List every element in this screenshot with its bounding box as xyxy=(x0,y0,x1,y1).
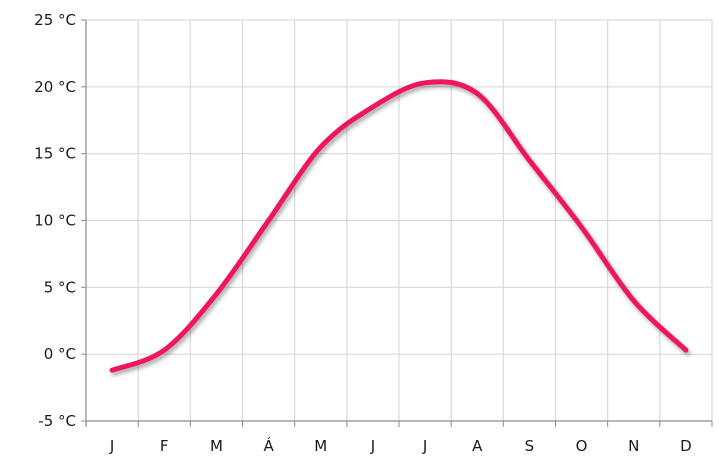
x-tick-label: F xyxy=(160,437,169,455)
x-tick-label: O xyxy=(576,437,588,455)
x-tick-label: N xyxy=(628,437,639,455)
y-tick-label: -5 °C xyxy=(38,412,76,430)
x-tick-label: S xyxy=(525,437,535,455)
y-tick-label: 15 °C xyxy=(34,145,76,163)
y-tick-label: 20 °C xyxy=(34,78,76,96)
x-tick-label: J xyxy=(109,437,114,455)
y-tick-label: 10 °C xyxy=(34,212,76,230)
y-tick-label: 25 °C xyxy=(34,11,76,29)
grid-lines xyxy=(86,20,712,421)
x-tick-label: J xyxy=(370,437,375,455)
x-tick-label: M xyxy=(314,437,327,455)
axes xyxy=(81,20,712,427)
y-tick-label: 0 °C xyxy=(44,345,76,363)
x-tick-label: D xyxy=(680,437,692,455)
y-tick-labels: -5 °C 0 °C 5 °C 10 °C 15 °C 20 °C 25 °C xyxy=(34,11,76,430)
x-tick-label: M xyxy=(210,437,223,455)
x-tick-label: Á xyxy=(263,436,274,455)
x-tick-label: A xyxy=(472,437,483,455)
x-tick-label: J xyxy=(422,437,427,455)
y-tick-label: 5 °C xyxy=(44,278,76,296)
